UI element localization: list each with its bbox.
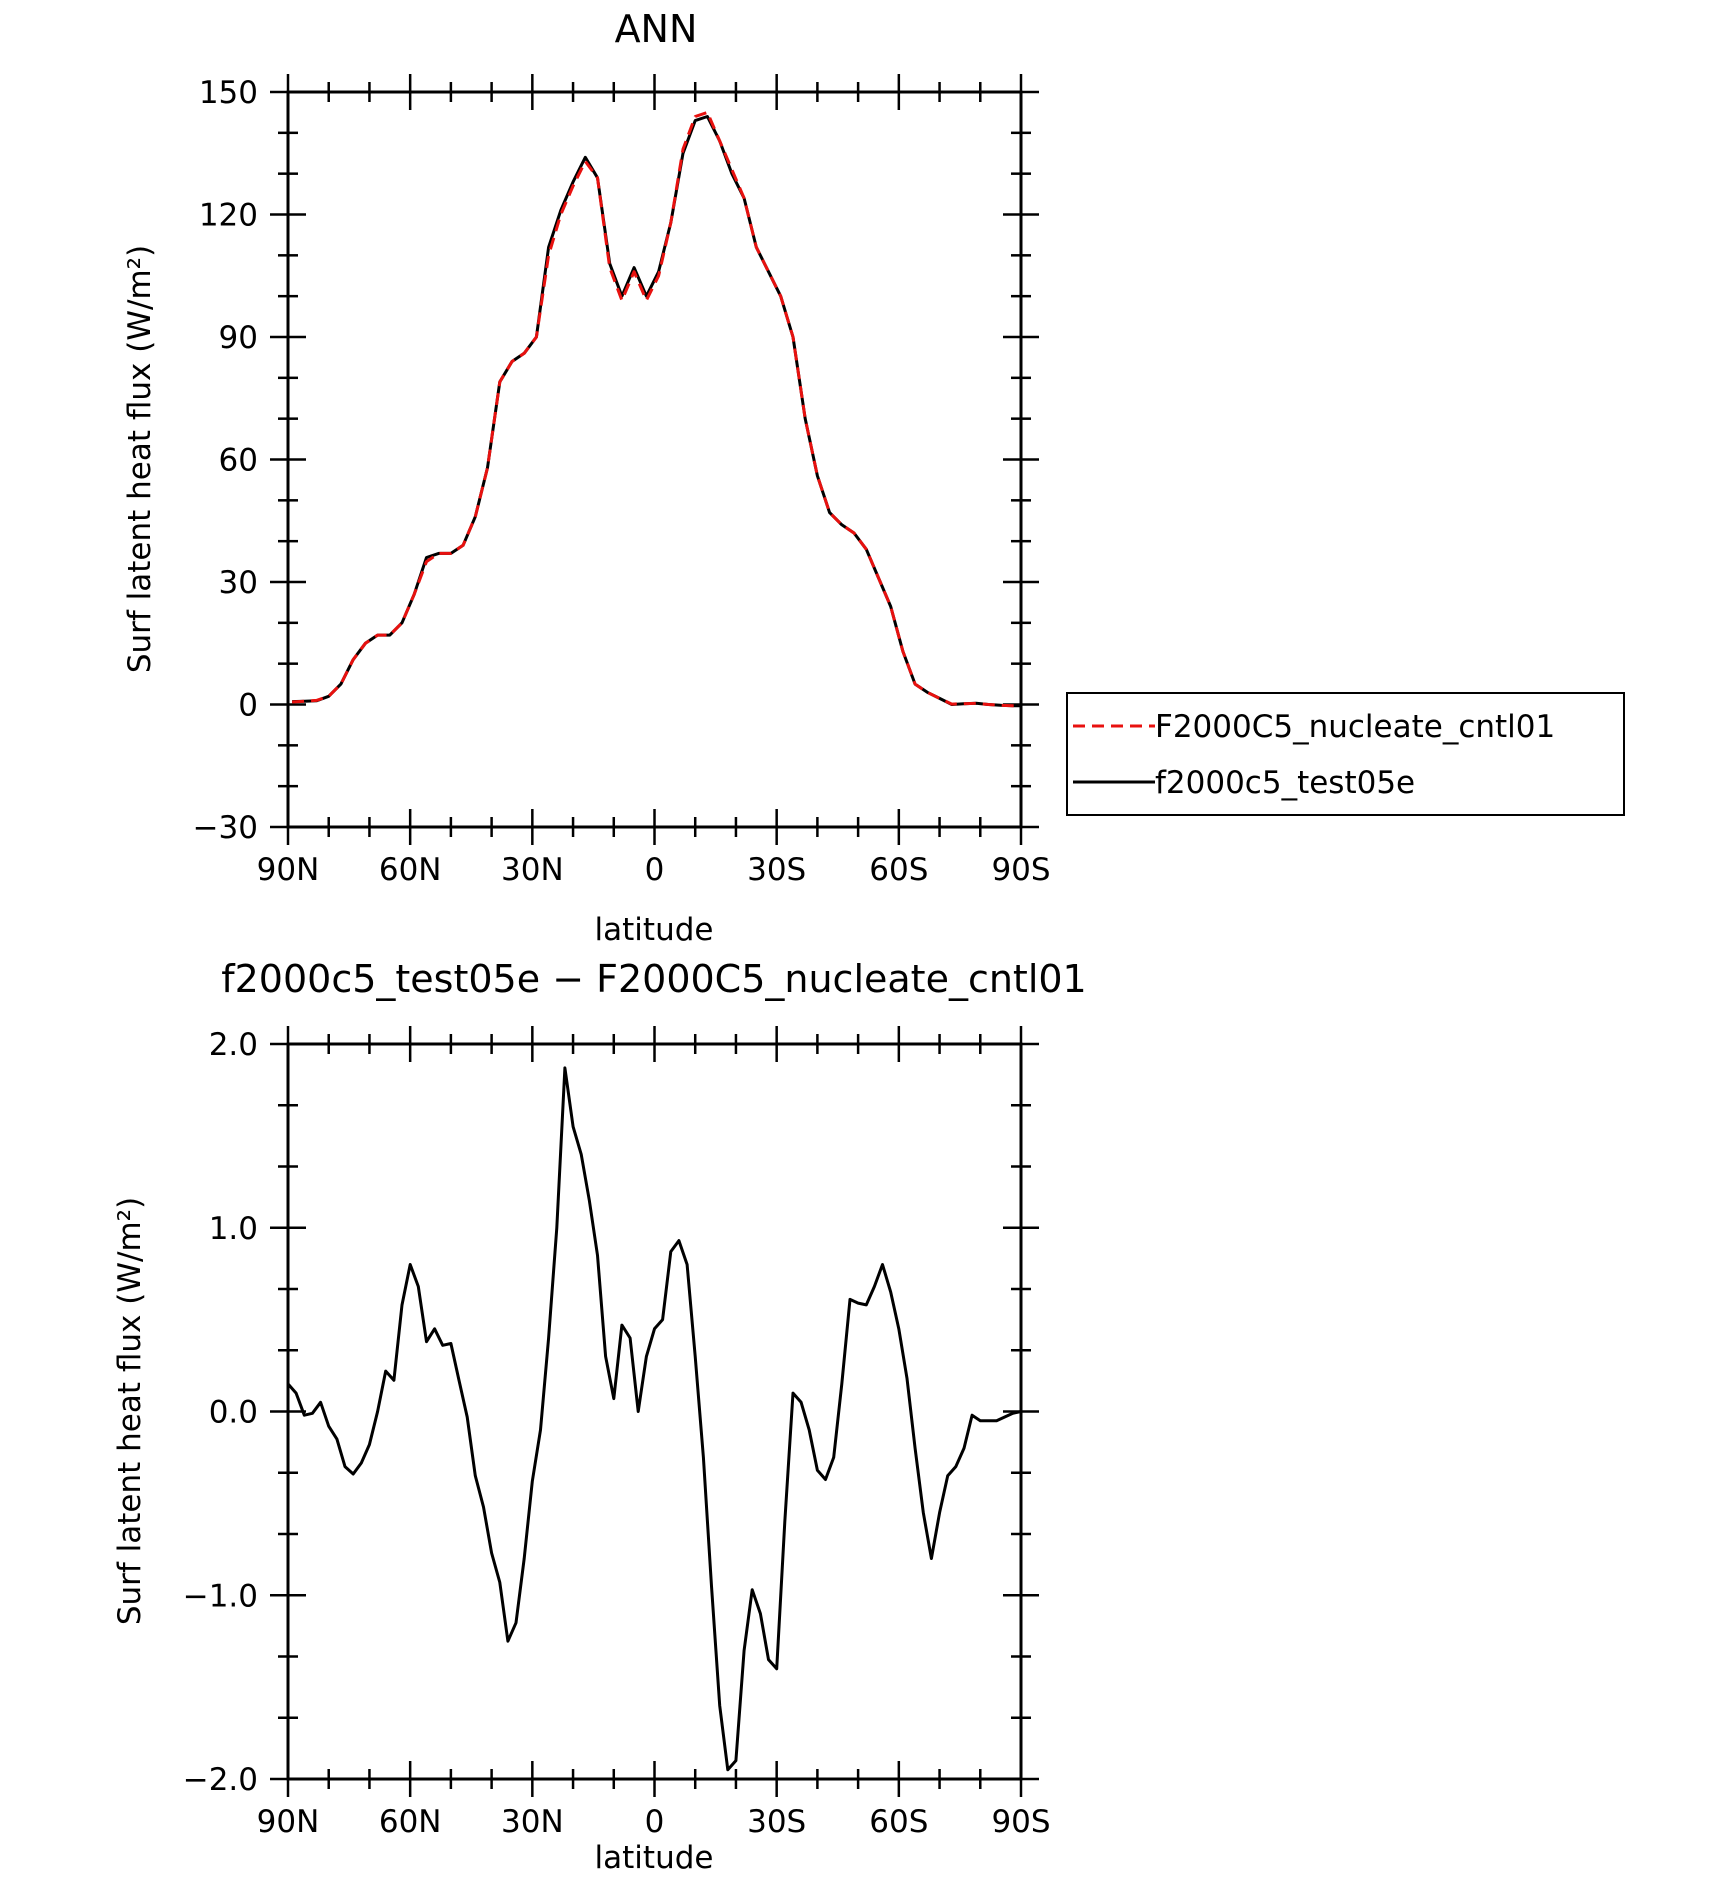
x-tick-label: 60S [869,1804,928,1840]
y-tick-label: 2.0 [209,1027,258,1063]
y-tick-label: 90 [219,320,258,356]
series-line-1 [292,115,1021,708]
y-tick-label: −1.0 [183,1578,258,1614]
x-tick-label: 90S [991,1804,1050,1840]
top-y-axis-label: Surf latent heat flux (W/m²) [122,245,158,673]
legend-label-cntl01: F2000C5_nucleate_cntl01 [1155,709,1555,745]
y-tick-label: −30 [193,810,258,846]
series-line-0 [292,110,1021,708]
y-tick-label: 60 [219,443,258,479]
y-tick-label: 0 [238,688,258,724]
top-plot-frame [286,90,1023,829]
x-tick-label: 90S [991,852,1050,888]
y-tick-label: 1.0 [209,1211,258,1247]
x-tick-label: 30N [501,1804,564,1840]
x-tick-label: 0 [645,1804,665,1840]
top-panel: ANN 90N 60N 30N 0 30S 60S 90S−300306090120150 … [122,7,1625,948]
y-tick-label: −2.0 [183,1762,258,1798]
x-tick-label: 30N [501,852,564,888]
legend-box [1066,692,1625,816]
x-tick-label: 60N [379,1804,442,1840]
x-tick-label: 30S [747,1804,806,1840]
y-tick-label: 0.0 [209,1395,258,1431]
top-chart-title: ANN [615,7,698,51]
series-line-0 [286,1066,1022,1772]
x-tick-label: 30S [747,852,806,888]
y-tick-label: 120 [199,198,258,234]
x-tick-label: 90N [257,852,320,888]
legend: F2000C5_nucleate_cntl01 f2000c5_test05e [1066,692,1625,816]
bottom-y-axis-label: Surf latent heat flux (W/m²) [112,1197,148,1625]
x-tick-label: 60S [869,852,928,888]
top-x-axis-label: latitude [595,912,714,948]
y-tick-label: 30 [219,565,258,601]
y-tick-label: 150 [199,75,258,111]
x-tick-label: 60N [379,852,442,888]
bottom-plot-frame [286,1042,1023,1781]
bottom-chart-title: f2000c5_test05e − F2000C5_nucleate_cntl0… [221,957,1086,1001]
legend-label-test05e: f2000c5_test05e [1155,765,1415,801]
bottom-panel: f2000c5_test05e − F2000C5_nucleate_cntl0… [112,957,1087,1876]
bottom-x-axis-label: latitude [595,1840,714,1876]
bottom-plot-area: 90N 60N 30N 0 30S 60S 90S −2.0 −1.0 0.0 1.0 2.0 [183,1026,1051,1840]
x-tick-label: 0 [645,852,665,888]
top-plot-area: 90N 60N 30N 0 30S 60S 90S −30 0 30 60 90 120 150 [193,74,1051,888]
x-tick-label: 90N [257,1804,320,1840]
